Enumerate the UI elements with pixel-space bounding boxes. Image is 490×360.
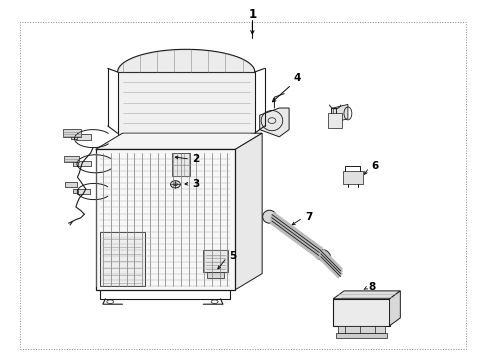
Text: 7: 7 — [305, 212, 312, 222]
Polygon shape — [235, 133, 262, 290]
Bar — [73, 161, 78, 166]
Bar — [77, 189, 90, 194]
Text: 5: 5 — [229, 251, 236, 261]
Polygon shape — [96, 133, 262, 149]
Bar — [207, 272, 224, 278]
Bar — [71, 135, 77, 139]
Bar — [343, 171, 363, 184]
Polygon shape — [260, 108, 289, 137]
Polygon shape — [118, 72, 255, 144]
Bar — [63, 129, 81, 137]
Bar — [65, 182, 77, 187]
Bar — [76, 134, 91, 140]
Ellipse shape — [315, 249, 330, 261]
Text: 8: 8 — [368, 282, 376, 292]
Polygon shape — [96, 149, 235, 290]
Polygon shape — [333, 104, 348, 122]
Ellipse shape — [263, 210, 276, 223]
Ellipse shape — [171, 181, 180, 188]
Polygon shape — [100, 232, 145, 286]
Text: 6: 6 — [371, 161, 378, 171]
Bar — [328, 113, 342, 128]
Bar — [73, 189, 78, 193]
Text: 1: 1 — [248, 8, 256, 21]
Polygon shape — [333, 291, 400, 299]
Polygon shape — [390, 291, 400, 326]
Text: 4: 4 — [294, 73, 301, 83]
Bar — [64, 156, 79, 162]
Bar — [336, 333, 387, 338]
Bar — [338, 326, 385, 333]
Text: 3: 3 — [192, 179, 199, 189]
Bar — [172, 153, 190, 176]
Polygon shape — [333, 299, 390, 326]
Bar — [203, 250, 228, 272]
Text: 2: 2 — [192, 154, 199, 164]
Bar — [77, 161, 91, 166]
